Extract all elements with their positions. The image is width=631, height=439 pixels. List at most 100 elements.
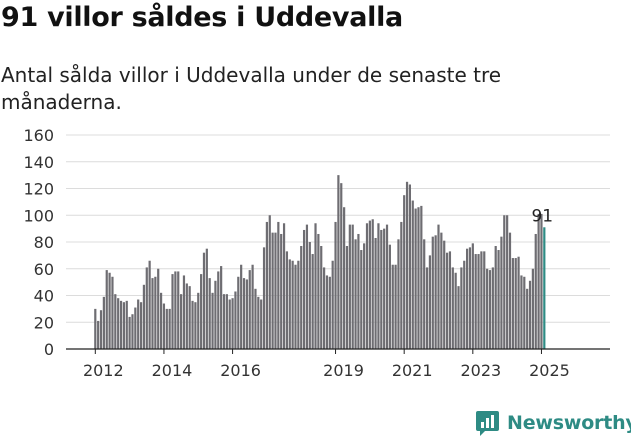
bar bbox=[385, 224, 389, 349]
bar bbox=[331, 260, 334, 349]
bar bbox=[466, 248, 469, 349]
bar bbox=[414, 208, 417, 349]
y-tick-label: 80 bbox=[34, 233, 54, 252]
x-tick-label: 2016 bbox=[220, 361, 261, 380]
bar bbox=[285, 251, 289, 349]
bar bbox=[520, 275, 523, 349]
bar bbox=[405, 181, 409, 349]
bar bbox=[440, 232, 443, 349]
bar bbox=[534, 233, 537, 349]
bar bbox=[282, 223, 286, 349]
bar bbox=[291, 260, 294, 349]
bar bbox=[374, 237, 377, 349]
bar bbox=[234, 291, 237, 349]
chart-title: 91 villor såldes i Uddevalla bbox=[1, 2, 403, 33]
bar bbox=[348, 224, 351, 349]
bar bbox=[445, 252, 449, 349]
x-tick-label: 2023 bbox=[460, 361, 501, 380]
bar bbox=[403, 195, 406, 349]
bar bbox=[391, 264, 394, 349]
bar bbox=[125, 300, 128, 349]
y-tick-label: 160 bbox=[23, 126, 54, 145]
bar bbox=[185, 283, 188, 349]
bar bbox=[308, 242, 311, 349]
bar bbox=[471, 243, 474, 349]
bar bbox=[460, 267, 463, 349]
bar bbox=[425, 267, 429, 349]
bar bbox=[211, 292, 214, 349]
bar bbox=[454, 272, 457, 349]
bar bbox=[540, 213, 543, 349]
y-tick-label: 140 bbox=[23, 153, 54, 172]
bar bbox=[305, 224, 309, 349]
y-tick-label: 100 bbox=[23, 206, 54, 225]
bar bbox=[443, 240, 446, 349]
bar bbox=[165, 308, 168, 350]
bar bbox=[288, 259, 291, 349]
bar bbox=[134, 307, 137, 349]
bar bbox=[511, 258, 514, 349]
bar bbox=[337, 175, 340, 350]
bar bbox=[254, 288, 257, 349]
bar bbox=[114, 294, 117, 349]
bar bbox=[345, 246, 349, 349]
bar bbox=[262, 247, 266, 349]
x-tick-label: 2012 bbox=[83, 361, 124, 380]
bar bbox=[311, 254, 314, 349]
bar bbox=[217, 271, 220, 349]
bar bbox=[222, 294, 226, 349]
bar bbox=[394, 264, 397, 349]
bar bbox=[205, 248, 208, 349]
bar bbox=[434, 235, 437, 349]
bar bbox=[354, 239, 357, 349]
bar bbox=[463, 260, 466, 349]
bar bbox=[351, 224, 354, 349]
bar bbox=[500, 236, 503, 349]
bar bbox=[200, 274, 203, 349]
newsworthy-logo: Newsworthy bbox=[475, 408, 631, 438]
bar bbox=[317, 233, 320, 349]
bar bbox=[383, 228, 386, 350]
bar bbox=[360, 250, 363, 349]
bar bbox=[105, 270, 108, 349]
bar bbox=[102, 296, 105, 349]
bar bbox=[526, 288, 529, 349]
bar bbox=[340, 183, 343, 349]
x-tick-label: 2021 bbox=[392, 361, 433, 380]
bar bbox=[248, 270, 251, 349]
bar bbox=[182, 275, 186, 349]
bar bbox=[334, 221, 337, 349]
bar bbox=[171, 274, 174, 349]
bar bbox=[528, 280, 532, 349]
bar bbox=[483, 251, 486, 349]
bar bbox=[543, 227, 546, 349]
bar bbox=[191, 300, 194, 349]
bar bbox=[380, 229, 383, 349]
bar bbox=[423, 239, 426, 349]
bar bbox=[131, 314, 134, 349]
bar bbox=[377, 223, 380, 349]
bar bbox=[242, 278, 246, 349]
bar bbox=[280, 233, 283, 349]
bar bbox=[388, 244, 391, 349]
bar bbox=[208, 278, 211, 349]
bar bbox=[517, 256, 520, 349]
bar bbox=[240, 264, 243, 349]
bar bbox=[314, 223, 317, 349]
bar bbox=[142, 284, 146, 349]
bar bbox=[397, 239, 400, 349]
bar bbox=[325, 275, 329, 349]
y-tick-label: 40 bbox=[34, 287, 54, 306]
bar bbox=[271, 232, 274, 349]
y-tick-label: 120 bbox=[23, 180, 54, 199]
x-tick-label: 2019 bbox=[323, 361, 364, 380]
bar bbox=[531, 268, 534, 349]
bar bbox=[408, 184, 411, 349]
newsworthy-wordmark: Newsworthy bbox=[507, 412, 631, 434]
newsworthy-icon bbox=[476, 410, 499, 436]
bar bbox=[537, 213, 540, 349]
bar bbox=[368, 220, 371, 349]
bar bbox=[151, 278, 154, 349]
bar bbox=[486, 268, 489, 349]
bar bbox=[260, 299, 263, 349]
